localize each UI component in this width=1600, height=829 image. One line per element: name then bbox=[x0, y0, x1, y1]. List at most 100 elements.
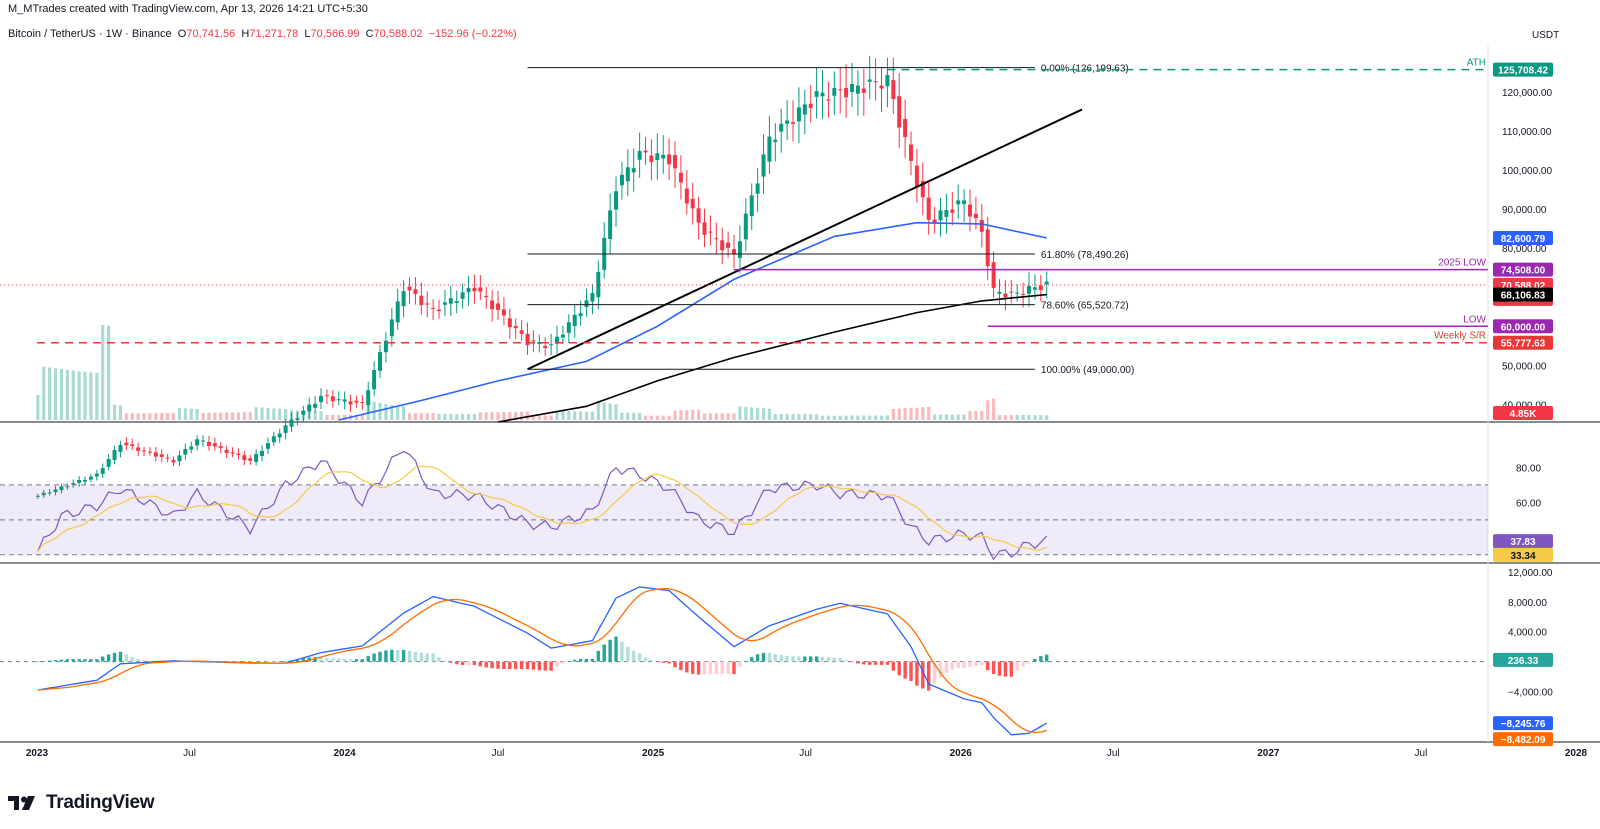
price-tag bbox=[1493, 319, 1553, 334]
volume-bar bbox=[785, 414, 789, 420]
volume-bar bbox=[626, 412, 630, 420]
macd-histogram-bar bbox=[1003, 661, 1008, 677]
candle-body bbox=[431, 307, 436, 309]
macd-histogram-bar bbox=[407, 651, 412, 662]
fib-level-label: 61.80% (78,490.26) bbox=[1041, 250, 1129, 261]
volume-bar bbox=[260, 407, 264, 420]
volume-bar bbox=[284, 409, 288, 420]
volume-bar bbox=[720, 413, 724, 420]
symbol-name[interactable]: Bitcoin / TetherUS · 1W · Binance bbox=[8, 28, 172, 40]
macd-histogram-bar bbox=[65, 659, 70, 662]
volume-bar bbox=[561, 410, 565, 420]
volume-bar bbox=[431, 413, 435, 420]
volume-bar bbox=[579, 411, 583, 420]
volume-bar bbox=[874, 415, 878, 420]
volume-bar bbox=[826, 415, 831, 420]
macd-histogram-bar bbox=[885, 661, 890, 665]
volume-bar bbox=[832, 415, 836, 420]
candle-body bbox=[324, 395, 329, 397]
volume-bar bbox=[767, 408, 772, 420]
candle-body bbox=[466, 288, 471, 293]
candle-body bbox=[41, 492, 46, 496]
candle-body bbox=[147, 451, 152, 453]
volume-bar bbox=[77, 371, 81, 420]
candle-body bbox=[525, 333, 530, 346]
high-value: 71,271.78 bbox=[249, 28, 299, 40]
open-value: 70,741.56 bbox=[186, 28, 236, 40]
volume-bar bbox=[95, 372, 99, 420]
candle-body bbox=[796, 107, 801, 122]
macd-histogram-bar bbox=[620, 641, 624, 662]
candle-body bbox=[855, 85, 860, 94]
volume-bar bbox=[160, 412, 164, 420]
macd-histogram-bar bbox=[667, 661, 671, 664]
macd-histogram-bar bbox=[360, 659, 365, 662]
volume-bar bbox=[443, 413, 447, 420]
volume-bar bbox=[83, 371, 87, 420]
candle-body bbox=[619, 174, 624, 186]
volume-bar bbox=[661, 415, 665, 420]
volume-bar bbox=[992, 398, 996, 420]
volume-bar bbox=[53, 368, 58, 420]
macd-histogram-bar bbox=[95, 659, 99, 662]
volume-bar bbox=[614, 404, 618, 420]
candle-body bbox=[572, 314, 577, 327]
candle-body bbox=[201, 440, 206, 442]
macd-histogram-bar bbox=[862, 661, 866, 665]
volume-bar bbox=[508, 411, 512, 420]
candle-body bbox=[997, 291, 1002, 294]
macd-histogram-bar bbox=[142, 660, 146, 662]
volume-bar bbox=[761, 408, 766, 420]
candle-body bbox=[83, 479, 88, 482]
candle-body bbox=[277, 433, 282, 438]
candle-body bbox=[342, 399, 347, 402]
volume-bar bbox=[708, 413, 713, 420]
volume-bar bbox=[573, 411, 577, 420]
volume-bar bbox=[525, 411, 530, 420]
candle-body bbox=[88, 476, 93, 480]
candle-body bbox=[944, 210, 949, 217]
candle-body bbox=[962, 200, 967, 205]
candle-body bbox=[224, 449, 229, 454]
volume-bar bbox=[738, 406, 742, 420]
macd-histogram-bar bbox=[691, 661, 695, 674]
rsi-signal-tag-label: 33.34 bbox=[1510, 551, 1535, 562]
volume-bar bbox=[879, 415, 884, 420]
volume-bar bbox=[927, 406, 931, 420]
time-axis-tick: Jul bbox=[1107, 748, 1120, 759]
volume-bar bbox=[697, 409, 701, 420]
macd-histogram-bar bbox=[514, 661, 518, 670]
volume-bar bbox=[726, 413, 730, 420]
candle-body bbox=[761, 154, 766, 177]
currency-label[interactable]: USDT bbox=[1532, 30, 1560, 41]
candle-body bbox=[378, 352, 383, 371]
candle-body bbox=[71, 483, 76, 485]
volume-bar bbox=[856, 415, 860, 420]
macd-histogram-bar bbox=[130, 656, 134, 662]
close-key: C bbox=[365, 28, 374, 40]
macd-histogram-bar bbox=[325, 657, 329, 662]
candle-body bbox=[189, 446, 194, 450]
candle-body bbox=[94, 473, 99, 477]
macd-histogram-bar bbox=[378, 651, 382, 662]
macd-histogram-bar bbox=[1027, 661, 1031, 664]
candle-body bbox=[590, 293, 595, 302]
macd-histogram-bar bbox=[71, 659, 75, 662]
macd-histogram-bar bbox=[106, 654, 111, 662]
macd-histogram-bar bbox=[1015, 661, 1019, 672]
macd-histogram-bar bbox=[248, 661, 252, 663]
price-tag bbox=[1493, 262, 1553, 277]
volume-bar bbox=[396, 405, 400, 420]
candle-body bbox=[714, 238, 719, 240]
candle-body bbox=[1009, 291, 1014, 293]
candle-body bbox=[625, 167, 630, 182]
volume-bar bbox=[590, 411, 595, 420]
time-axis-tick: 2024 bbox=[334, 748, 357, 759]
volume-bar bbox=[885, 415, 890, 420]
candle-body bbox=[631, 168, 636, 173]
candle-body bbox=[136, 447, 141, 451]
brand-name: TradingView bbox=[46, 792, 155, 813]
volume-bar bbox=[655, 415, 659, 420]
macd-histogram-bar bbox=[602, 644, 606, 662]
